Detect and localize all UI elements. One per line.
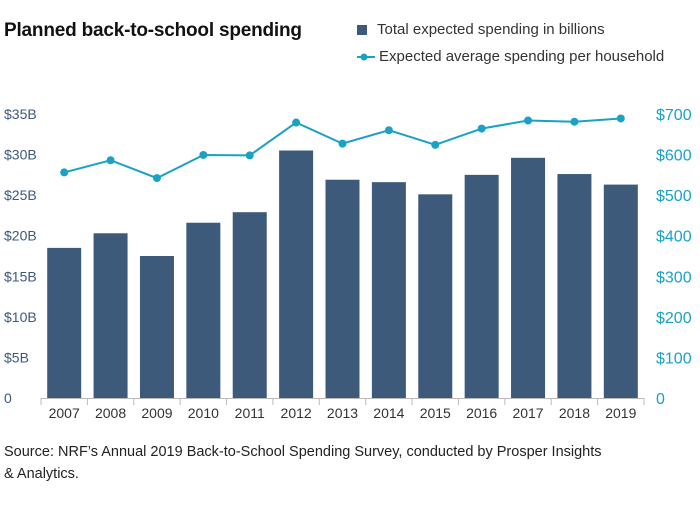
legend-bar-swatch <box>357 25 367 35</box>
source-note: Source: NRF’s Annual 2019 Back-to-School… <box>4 444 602 482</box>
line-point-2015 <box>431 140 440 149</box>
y-right-tick-label: $400 <box>656 229 692 246</box>
legend-item-household-spending: Expected average spending per household <box>357 48 664 65</box>
x-tick-label-2016: 2016 <box>466 405 497 421</box>
y-left-tick-label: $30B <box>4 147 37 163</box>
y-right-tick-label: $100 <box>656 350 692 367</box>
legend-item-total-spending: Total expected spending in billions <box>357 21 605 38</box>
x-tick-label-2019: 2019 <box>605 405 636 421</box>
legend-label-total-spending: Total expected spending in billions <box>377 21 605 38</box>
y-left-tick-label: 0 <box>4 390 12 406</box>
x-tick-label-2012: 2012 <box>281 405 312 421</box>
x-tick-label-2014: 2014 <box>373 405 404 421</box>
y-left-tick-label: $20B <box>4 228 37 244</box>
bar-2008 <box>93 233 128 398</box>
bar-2017 <box>511 157 546 398</box>
y-left-tick-label: $15B <box>4 268 37 284</box>
line-point-2012 <box>292 118 301 127</box>
y-left-tick-label: $5B <box>4 349 29 365</box>
line-point-2017 <box>524 116 533 125</box>
y-right-tick-label: $500 <box>656 188 692 205</box>
y-right-tick-label: $200 <box>656 310 692 327</box>
line-point-2019 <box>616 114 625 123</box>
bar-2010 <box>186 222 221 398</box>
bar-2007 <box>47 247 82 398</box>
line-point-2016 <box>477 124 486 133</box>
line-point-2009 <box>152 174 161 183</box>
x-tick-label-2009: 2009 <box>141 405 172 421</box>
bar-2013 <box>325 179 360 398</box>
x-tick-label-2015: 2015 <box>420 405 451 421</box>
bar-2019 <box>603 184 638 398</box>
x-tick-label-2018: 2018 <box>559 405 590 421</box>
bar-2016 <box>464 174 499 398</box>
y-left-tick-label: $10B <box>4 309 37 325</box>
bar-2015 <box>418 194 453 398</box>
bar-2012 <box>279 150 314 398</box>
bar-2011 <box>232 212 267 398</box>
y-right-tick-label: 0 <box>656 391 665 408</box>
line-point-2013 <box>338 139 347 148</box>
x-tick-label-2017: 2017 <box>512 405 543 421</box>
line-point-2011 <box>245 151 254 160</box>
legend-line-swatch <box>357 53 375 61</box>
y-right-tick-label: $600 <box>656 148 692 165</box>
y-right-tick-label: $300 <box>656 269 692 286</box>
legend-label-household-spending: Expected average spending per household <box>379 48 665 65</box>
chart-title: Planned back-to-school spending <box>4 20 302 41</box>
bar-2009 <box>139 256 174 398</box>
y-right-tick-label: $700 <box>656 107 692 124</box>
x-tick-label-2008: 2008 <box>95 405 126 421</box>
x-tick-label-2010: 2010 <box>188 405 219 421</box>
line-point-2008 <box>106 156 115 165</box>
line-point-2007 <box>60 168 69 177</box>
x-tick-label-2013: 2013 <box>327 405 358 421</box>
bar-2018 <box>557 174 592 398</box>
line-point-2014 <box>384 126 393 135</box>
line-point-2010 <box>199 150 208 159</box>
x-tick-label-2007: 2007 <box>49 405 80 421</box>
bar-2014 <box>371 182 406 398</box>
line-point-2018 <box>570 117 579 126</box>
x-tick-label-2011: 2011 <box>235 405 265 421</box>
y-left-tick-label: $35B <box>4 106 37 122</box>
y-left-tick-label: $25B <box>4 187 37 203</box>
